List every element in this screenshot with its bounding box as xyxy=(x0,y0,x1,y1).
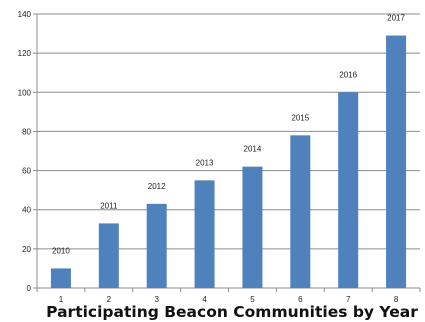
x-tick-label: 8 xyxy=(394,295,399,304)
y-tick-label: 20 xyxy=(22,245,31,254)
y-tick-label: 120 xyxy=(18,49,32,58)
data-label: 2010 xyxy=(52,246,70,255)
data-label: 2014 xyxy=(244,145,262,154)
bar-8 xyxy=(386,35,407,289)
y-tick-labels: 0 20 40 60 80 100 120 140 xyxy=(18,10,32,293)
x-tick-label: 6 xyxy=(298,295,303,304)
x-tick-label: 2 xyxy=(107,295,112,304)
y-tick-label: 80 xyxy=(22,127,31,136)
y-tick-label: 140 xyxy=(18,10,32,19)
x-tick-label: 4 xyxy=(202,295,207,304)
bar-2 xyxy=(98,223,119,288)
y-tick-label: 0 xyxy=(27,284,32,293)
chart-title: Participating Beacon Communities by Year xyxy=(46,303,418,321)
bar-3 xyxy=(146,203,167,288)
bar-5 xyxy=(242,166,263,288)
bar-4 xyxy=(194,180,215,288)
y-tick-label: 40 xyxy=(22,206,31,215)
x-tick-labels: 1 2 3 4 5 6 7 8 xyxy=(59,295,399,304)
data-label: 2016 xyxy=(339,70,357,79)
y-tick-label: 100 xyxy=(18,88,32,97)
x-tick-label: 5 xyxy=(250,295,255,304)
data-label: 2017 xyxy=(387,14,405,23)
y-tick-label: 60 xyxy=(22,167,31,176)
bar-1 xyxy=(50,268,71,288)
data-labels: 2010 2011 2012 2013 2014 2015 2016 2017 xyxy=(52,14,405,256)
x-tick-label: 1 xyxy=(59,295,64,304)
gridlines xyxy=(37,13,420,250)
axes xyxy=(33,13,421,292)
data-label: 2011 xyxy=(100,201,118,210)
bar-7 xyxy=(338,92,359,289)
data-label: 2015 xyxy=(291,113,309,122)
bars xyxy=(50,35,407,289)
x-tick-label: 7 xyxy=(346,295,351,304)
data-label: 2012 xyxy=(148,182,166,191)
bar-6 xyxy=(290,135,311,288)
data-label: 2013 xyxy=(196,158,214,167)
x-tick-label: 3 xyxy=(154,295,159,304)
